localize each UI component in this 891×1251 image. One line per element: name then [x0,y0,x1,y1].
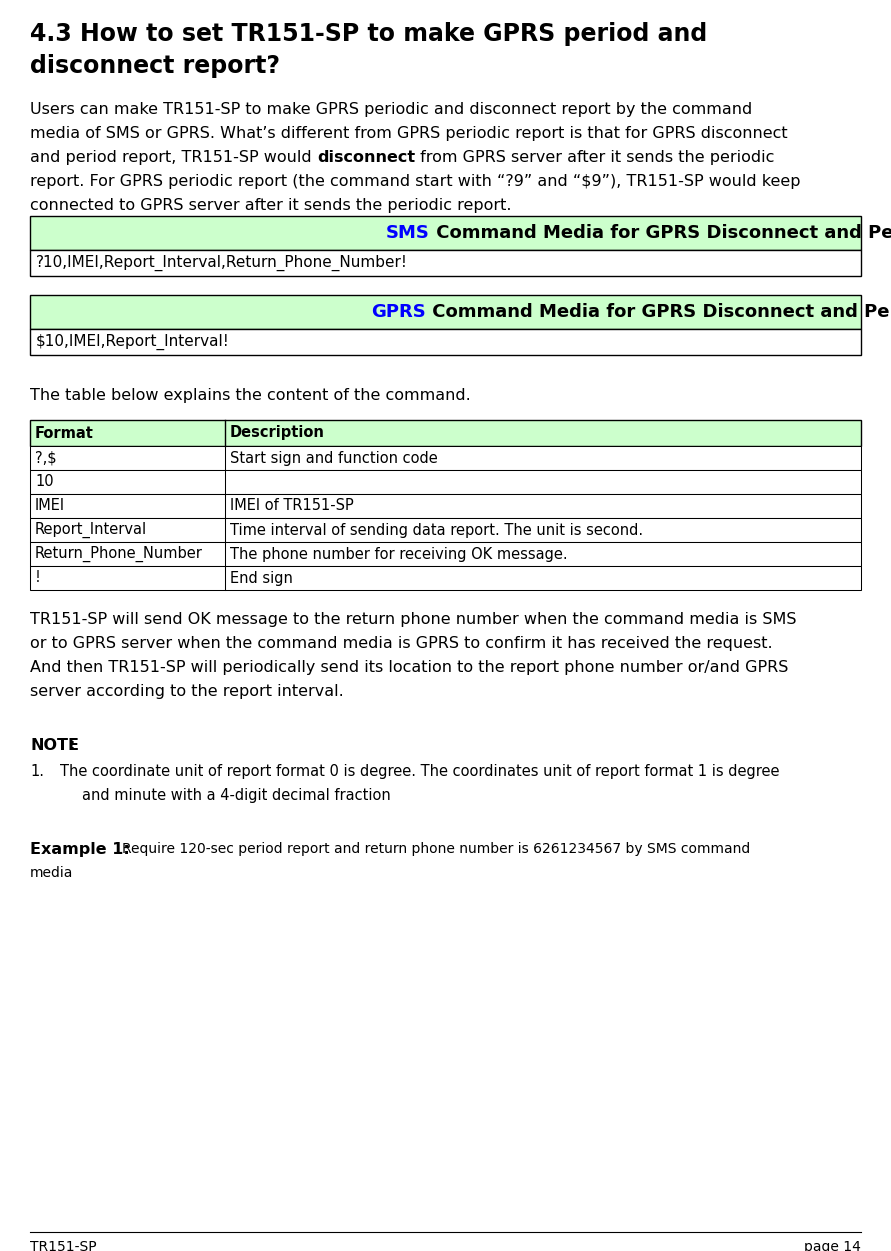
Text: And then TR151-SP will periodically send its location to the report phone number: And then TR151-SP will periodically send… [30,661,789,676]
Text: 1.: 1. [30,764,44,779]
Text: and minute with a 4-digit decimal fraction: and minute with a 4-digit decimal fracti… [82,788,391,803]
Bar [30,420,861,447]
Text: $10,IMEI,Report_Interval!: $10,IMEI,Report_Interval! [36,334,230,350]
Bar [30,250,861,276]
Text: server according to the report interval.: server according to the report interval. [30,684,344,699]
Text: End sign: End sign [230,570,293,585]
Text: connected to GPRS server after it sends the periodic report.: connected to GPRS server after it sends … [30,198,511,213]
Text: Report_Interval: Report_Interval [35,522,147,538]
Text: disconnect: disconnect [316,150,415,165]
Text: Start sign and function code: Start sign and function code [230,450,437,465]
Bar [30,470,861,494]
Text: Description: Description [230,425,325,440]
Bar [30,295,861,329]
Bar [30,447,861,470]
Bar [30,329,861,355]
Text: page 14: page 14 [804,1240,861,1251]
Text: NOTE: NOTE [30,738,79,753]
Bar [30,542,861,565]
Text: The phone number for receiving OK message.: The phone number for receiving OK messag… [230,547,568,562]
Text: media: media [30,866,73,879]
Text: The coordinate unit of report format 0 is degree. The coordinates unit of report: The coordinate unit of report format 0 i… [60,764,780,779]
Text: from GPRS server after it sends the periodic: from GPRS server after it sends the peri… [415,150,774,165]
Bar [30,494,861,518]
Bar [30,216,861,250]
Text: SMS: SMS [386,224,429,241]
Text: Format: Format [35,425,94,440]
Text: media of SMS or GPRS. What’s different from GPRS periodic report is that for GPR: media of SMS or GPRS. What’s different f… [30,126,788,141]
Bar [30,565,861,590]
Text: Return_Phone_Number: Return_Phone_Number [35,545,203,562]
Text: Command Media for GPRS Disconnect and Periodic Report: Command Media for GPRS Disconnect and Pe… [426,303,891,322]
Text: 10: 10 [35,474,53,489]
Text: report. For GPRS periodic report (the command start with “?9” and “$9”), TR151-S: report. For GPRS periodic report (the co… [30,174,800,189]
Text: IMEI of TR151-SP: IMEI of TR151-SP [230,498,354,513]
Text: and period report, TR151-SP would: and period report, TR151-SP would [30,150,316,165]
Text: ?,$: ?,$ [35,450,57,465]
Text: disconnect report?: disconnect report? [30,54,280,78]
Text: Command Media for GPRS Disconnect and Periodic Report: Command Media for GPRS Disconnect and Pe… [429,224,891,241]
Text: or to GPRS server when the command media is GPRS to confirm it has received the : or to GPRS server when the command media… [30,636,772,651]
Text: IMEI: IMEI [35,498,65,513]
Text: The table below explains the content of the command.: The table below explains the content of … [30,388,470,403]
Text: 4.3 How to set TR151-SP to make GPRS period and: 4.3 How to set TR151-SP to make GPRS per… [30,23,707,46]
Text: GPRS: GPRS [371,303,426,322]
Text: TR151-SP: TR151-SP [30,1240,96,1251]
Text: TR151-SP will send OK message to the return phone number when the command media : TR151-SP will send OK message to the ret… [30,612,797,627]
Text: !: ! [35,570,41,585]
Text: :: : [68,738,74,753]
Bar [30,518,861,542]
Text: Time interval of sending data report. The unit is second.: Time interval of sending data report. Th… [230,523,643,538]
Text: Require 120-sec period report and return phone number is 6261234567 by SMS comma: Require 120-sec period report and return… [122,842,750,856]
Text: Users can make TR151-SP to make GPRS periodic and disconnect report by the comma: Users can make TR151-SP to make GPRS per… [30,103,752,118]
Text: ?10,IMEI,Report_Interval,Return_Phone_Number!: ?10,IMEI,Report_Interval,Return_Phone_Nu… [36,255,408,271]
Text: Example 1:: Example 1: [30,842,130,857]
